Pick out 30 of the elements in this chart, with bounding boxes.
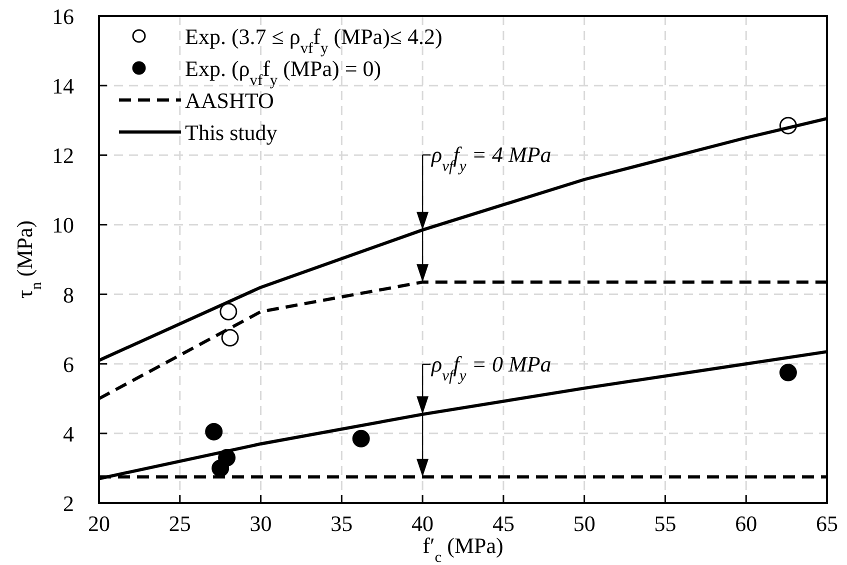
x-tick-label: 55 [654, 511, 676, 536]
x-tick-label: 65 [816, 511, 838, 536]
y-tick-label: 6 [63, 352, 74, 377]
point [779, 364, 797, 382]
point [352, 430, 370, 448]
point [205, 422, 223, 440]
legend-label: This study [185, 120, 278, 145]
legend-label: AASHTO [185, 88, 274, 113]
legend-label: Exp. (3.7 ≤ ρ$_{vf}$f$_{y}$ (MPa)≤ 4.2) [185, 24, 442, 56]
x-tick-label: 25 [168, 511, 191, 536]
x-tick-label: 30 [250, 511, 272, 536]
y-tick-label: 2 [63, 491, 74, 516]
y-tick-label: 8 [63, 282, 74, 308]
legend-label: Exp. (ρ$_{vf}$f$_{y}$ (MPa) = 0) [185, 56, 382, 88]
y-tick-label: 16 [52, 4, 74, 29]
x-tick-label: 45 [492, 511, 514, 536]
x-tick-label: 20 [88, 511, 110, 536]
point [221, 329, 239, 347]
annotation: ρ$_{vf}$f$_{y}$ = 4 MPa [430, 142, 552, 174]
x-tick-label: 40 [412, 511, 434, 536]
annotation: ρ$_{vf}$f$_{y}$ = 0 MPa [430, 351, 552, 384]
x-tick-label: 60 [735, 511, 758, 536]
point [220, 302, 238, 320]
y-tick-label: 4 [63, 421, 74, 446]
y-tick-label: 12 [52, 143, 74, 168]
y-tick-label: 10 [52, 212, 74, 238]
x-tick-label: 50 [573, 511, 596, 536]
x-axis-title: f′$_{c}$ (MPa) [422, 533, 504, 565]
x-tick-label: 35 [330, 511, 353, 536]
y-tick-label: 14 [52, 74, 74, 99]
